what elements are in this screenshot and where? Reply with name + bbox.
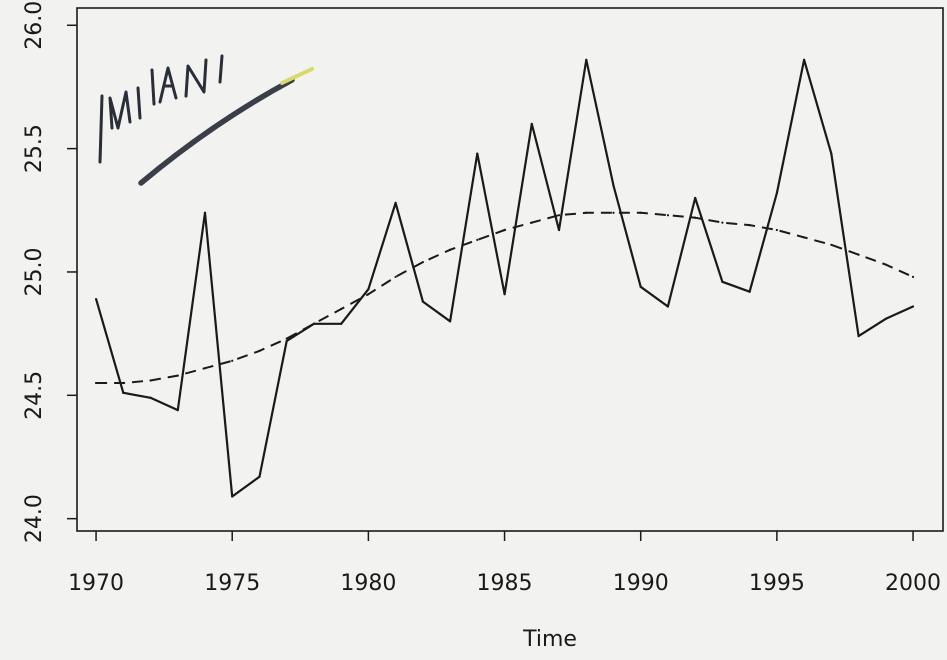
y-tick-label: 24.5: [22, 371, 47, 420]
data-point: [557, 214, 561, 217]
data-point: [231, 359, 234, 362]
annotation-highlight: [280, 67, 314, 85]
handwritten-annotation: [98, 54, 314, 186]
data-point: [340, 322, 343, 325]
y-tick-label: 24.0: [22, 494, 47, 543]
data-point: [421, 300, 424, 303]
data-point: [666, 305, 670, 308]
data-point: [94, 381, 98, 385]
x-tick-label: 2000: [885, 571, 941, 596]
x-tick-label: 1975: [204, 571, 260, 596]
data-point: [721, 280, 724, 283]
data-point: [585, 58, 588, 61]
data-point: [857, 253, 860, 256]
data-point: [911, 305, 915, 308]
data-point: [748, 290, 751, 293]
data-point: [612, 184, 615, 187]
data-point: [775, 228, 778, 232]
annotation-underline: [138, 77, 295, 186]
data-point: [258, 475, 261, 478]
data-point: [94, 298, 98, 301]
data-point: [585, 211, 588, 214]
data-point: [122, 391, 125, 394]
data-point: [694, 196, 697, 200]
data-point: [149, 379, 152, 382]
x-tick-label: 1980: [340, 571, 396, 596]
data-point: [803, 236, 806, 239]
data-point: [830, 243, 833, 246]
data-point: [258, 349, 261, 353]
data-point: [476, 152, 479, 155]
data-point: [122, 381, 125, 385]
data-point: [203, 211, 207, 214]
data-point: [884, 317, 887, 320]
data-point: [748, 223, 751, 227]
annotation-stroke: [98, 54, 224, 164]
data-point: [149, 396, 152, 399]
data-point: [612, 211, 615, 214]
data-point: [231, 495, 234, 498]
data-point: [694, 216, 697, 219]
data-point: [530, 221, 533, 224]
data-point: [448, 320, 452, 323]
data-point: [367, 288, 370, 291]
x-tick-label: 1970: [68, 571, 124, 596]
y-tick-label: 25.0: [22, 247, 47, 296]
data-point: [340, 307, 343, 311]
x-tick-label: 1990: [613, 571, 669, 596]
data-point: [421, 260, 424, 264]
data-point: [476, 238, 479, 241]
data-point: [394, 201, 397, 204]
data-point: [176, 374, 179, 377]
plot-frame: [76, 7, 944, 532]
data-point: [803, 58, 806, 61]
data-point: [394, 275, 397, 279]
x-tick-label: 1995: [749, 571, 805, 596]
data-point: [557, 228, 561, 232]
data-point: [530, 122, 533, 126]
data-point: [911, 275, 915, 279]
data-point: [448, 248, 452, 251]
data-point: [721, 221, 724, 224]
data-point: [775, 191, 778, 195]
y-tick-label: 26.0: [22, 1, 47, 50]
x-axis-label: Time: [522, 627, 577, 652]
data-point: [503, 228, 506, 232]
data-point: [285, 337, 288, 340]
data-point: [203, 367, 207, 370]
y-tick-label: 25.5: [22, 124, 47, 173]
data-point: [857, 335, 860, 338]
x-tick-label: 1985: [477, 571, 533, 596]
data-point: [639, 285, 642, 288]
data-point: [176, 409, 179, 412]
data-point: [639, 211, 642, 214]
data-point: [503, 293, 506, 296]
data-point: [312, 322, 316, 325]
data-point: [285, 339, 288, 343]
data-point: [666, 214, 670, 217]
data-point: [830, 152, 833, 155]
data-point: [367, 293, 370, 296]
data-point: [884, 263, 887, 266]
